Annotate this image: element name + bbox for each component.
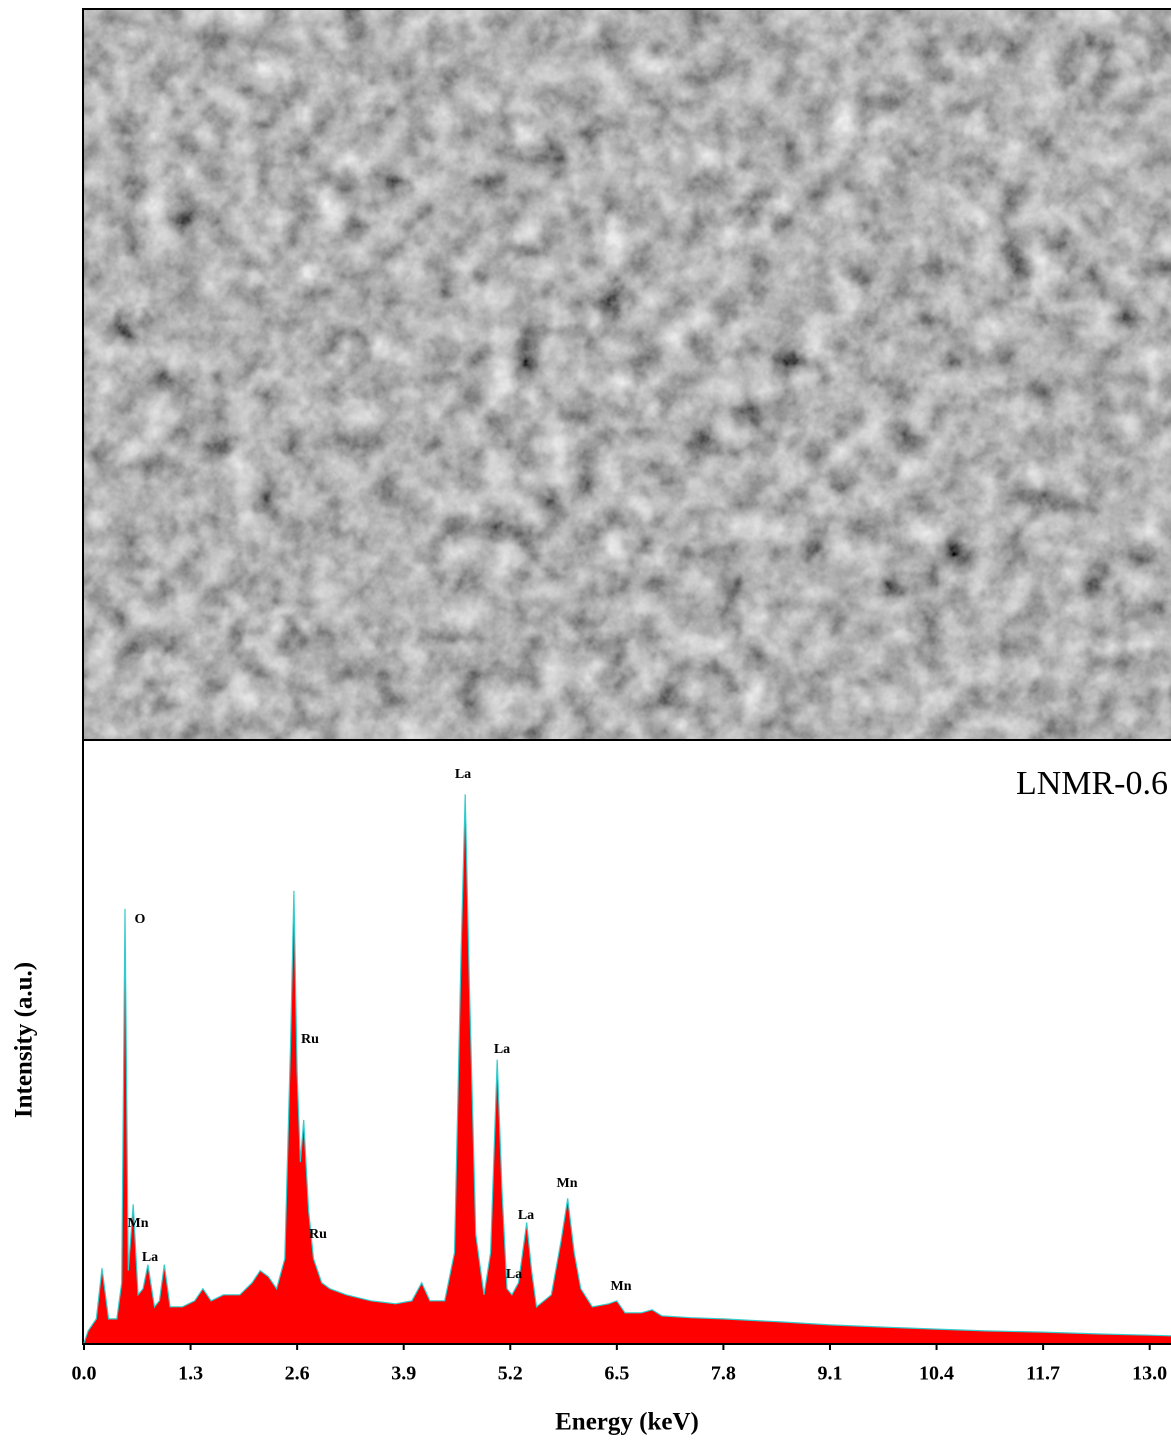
peak-label: La <box>518 1208 534 1223</box>
peak-label: La <box>455 767 471 782</box>
x-tick-label: 5.2 <box>498 1363 523 1385</box>
x-tick-label: 9.1 <box>817 1363 842 1385</box>
peak-label: Mn <box>557 1176 578 1191</box>
x-axis-title: Energy (keV) <box>555 1409 699 1436</box>
peak-label: La <box>494 1042 510 1057</box>
frame <box>82 8 1171 1345</box>
x-tick-label: 1.3 <box>178 1363 203 1385</box>
peak-label: O <box>135 912 146 927</box>
x-tick-label: 3.9 <box>391 1363 416 1385</box>
sample-label: LNMR-0.6 <box>1016 765 1168 802</box>
peak-label: Ru <box>309 1227 327 1242</box>
sem-image <box>83 9 1171 740</box>
x-tick-label: 2.6 <box>285 1363 310 1385</box>
y-axis-title: Intensity (a.u.) <box>11 962 38 1118</box>
spectrum-area <box>84 794 1171 1343</box>
x-tick-label: 7.8 <box>711 1363 736 1385</box>
peak-label: Mn <box>128 1216 149 1231</box>
x-tick-label: 6.5 <box>604 1363 629 1385</box>
peak-label: Mn <box>611 1279 632 1294</box>
peak-label: La <box>142 1250 158 1265</box>
x-tick-label: 0.0 <box>72 1363 97 1385</box>
spectrum-line <box>83 794 1171 1344</box>
x-tick-label: 13.0 <box>1132 1363 1167 1385</box>
peak-label: La <box>506 1267 522 1282</box>
x-tick-label: 11.7 <box>1026 1363 1060 1385</box>
x-tick-label: 10.4 <box>919 1363 954 1385</box>
peak-label: Ru <box>301 1032 319 1047</box>
